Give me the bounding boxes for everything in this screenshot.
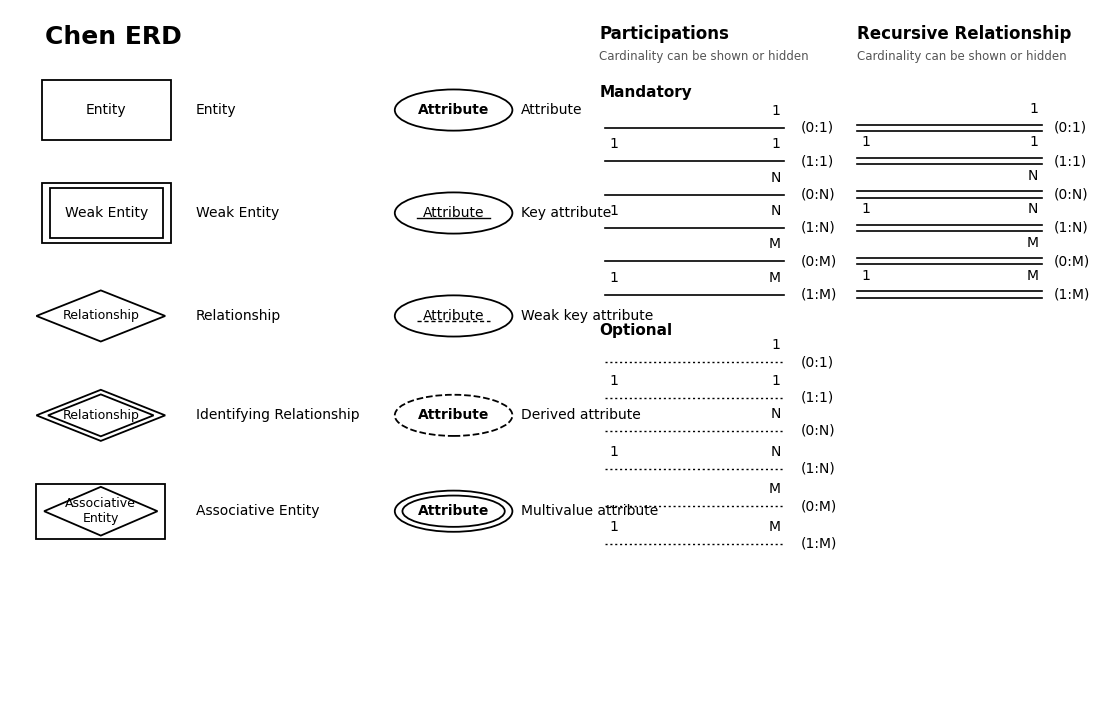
Ellipse shape <box>394 491 512 532</box>
Text: (1:M): (1:M) <box>1054 288 1090 302</box>
Text: (0:1): (0:1) <box>801 121 834 135</box>
Text: N: N <box>771 407 781 421</box>
Text: M: M <box>768 271 781 285</box>
Text: (0:M): (0:M) <box>801 254 837 268</box>
Text: Optional: Optional <box>599 323 672 338</box>
Text: (0:N): (0:N) <box>1054 187 1089 202</box>
Text: (1:1): (1:1) <box>801 391 834 405</box>
Polygon shape <box>48 394 153 437</box>
Text: Attribute: Attribute <box>418 408 489 422</box>
Text: (1:M): (1:M) <box>801 288 837 302</box>
Text: 1: 1 <box>609 271 618 285</box>
Text: 1: 1 <box>861 269 870 283</box>
Text: Attribute: Attribute <box>423 206 484 220</box>
Bar <box>43 183 170 243</box>
Bar <box>36 484 166 539</box>
Text: Attribute: Attribute <box>521 103 582 117</box>
Polygon shape <box>36 290 166 342</box>
Text: N: N <box>771 204 781 218</box>
Text: Entity: Entity <box>196 103 236 117</box>
Bar <box>43 80 170 141</box>
Text: (1:N): (1:N) <box>801 462 836 476</box>
Text: Key attribute: Key attribute <box>521 206 612 220</box>
Text: Relationship: Relationship <box>63 409 139 422</box>
Text: Participations: Participations <box>599 25 729 43</box>
Text: 1: 1 <box>609 373 618 388</box>
Text: M: M <box>1026 236 1038 249</box>
Text: Cardinality can be shown or hidden: Cardinality can be shown or hidden <box>599 50 809 62</box>
Text: (1:1): (1:1) <box>1054 154 1088 168</box>
Text: 1: 1 <box>609 444 618 459</box>
Text: N: N <box>1028 169 1038 183</box>
Polygon shape <box>36 390 166 441</box>
Text: 1: 1 <box>772 338 781 352</box>
Ellipse shape <box>394 295 512 337</box>
Text: Identifying Relationship: Identifying Relationship <box>196 408 360 422</box>
Text: Recursive Relationship: Recursive Relationship <box>857 25 1071 43</box>
Text: Associative Entity: Associative Entity <box>196 504 319 518</box>
Text: (1:M): (1:M) <box>801 537 837 551</box>
Text: Relationship: Relationship <box>196 309 281 323</box>
Text: 1: 1 <box>861 202 870 216</box>
Ellipse shape <box>394 89 512 131</box>
Text: N: N <box>771 444 781 459</box>
Ellipse shape <box>394 395 512 436</box>
Text: (0:M): (0:M) <box>801 499 837 513</box>
Text: 1: 1 <box>609 204 618 218</box>
Text: Multivalue attribute: Multivalue attribute <box>521 504 659 518</box>
Text: Cardinality can be shown or hidden: Cardinality can be shown or hidden <box>857 50 1066 62</box>
Text: 1: 1 <box>772 137 781 151</box>
Text: Associative
Entity: Associative Entity <box>65 497 137 525</box>
Text: (0:1): (0:1) <box>1054 121 1088 135</box>
Text: (1:1): (1:1) <box>801 154 834 168</box>
Text: 1: 1 <box>1029 136 1038 150</box>
Polygon shape <box>44 487 158 535</box>
Text: 1: 1 <box>1029 102 1038 116</box>
Text: (0:M): (0:M) <box>1054 254 1090 268</box>
Text: 1: 1 <box>609 137 618 151</box>
Text: (1:N): (1:N) <box>801 221 836 235</box>
Text: Relationship: Relationship <box>63 310 139 322</box>
Text: (0:N): (0:N) <box>801 424 836 438</box>
Text: Attribute: Attribute <box>423 309 484 323</box>
Text: Attribute: Attribute <box>418 103 489 117</box>
Text: M: M <box>768 237 781 251</box>
Ellipse shape <box>394 192 512 234</box>
Text: Weak Entity: Weak Entity <box>65 206 148 220</box>
Ellipse shape <box>402 496 505 527</box>
Text: (0:N): (0:N) <box>801 187 836 202</box>
Text: Weak key attribute: Weak key attribute <box>521 309 653 323</box>
Text: 1: 1 <box>609 520 618 534</box>
Text: Mandatory: Mandatory <box>599 85 692 100</box>
Text: Weak Entity: Weak Entity <box>196 206 279 220</box>
Text: M: M <box>768 520 781 534</box>
Bar <box>49 187 164 239</box>
Text: 1: 1 <box>772 104 781 118</box>
Text: 1: 1 <box>772 373 781 388</box>
Text: (1:N): (1:N) <box>1054 221 1089 235</box>
Text: (0:1): (0:1) <box>801 355 834 369</box>
Text: Attribute: Attribute <box>418 504 489 518</box>
Text: Chen ERD: Chen ERD <box>45 25 181 49</box>
Text: M: M <box>1026 269 1038 283</box>
Text: N: N <box>1028 202 1038 216</box>
Text: 1: 1 <box>861 136 870 150</box>
Text: N: N <box>771 170 781 185</box>
Text: Derived attribute: Derived attribute <box>521 408 641 422</box>
Text: M: M <box>768 482 781 496</box>
Text: Entity: Entity <box>86 103 127 117</box>
